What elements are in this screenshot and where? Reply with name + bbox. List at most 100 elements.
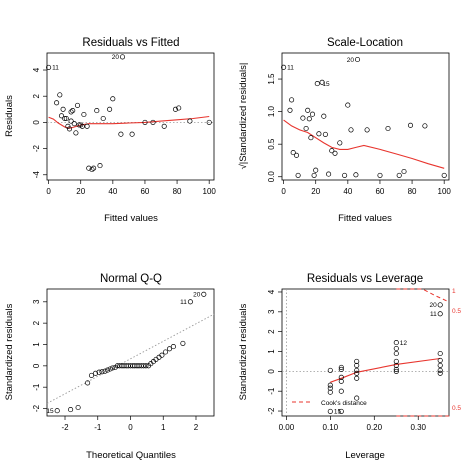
scale-loc-point bbox=[321, 113, 327, 119]
rvf-point bbox=[68, 118, 74, 124]
qq-point bbox=[109, 365, 116, 371]
leverage-point bbox=[354, 395, 360, 401]
rvf-point bbox=[129, 131, 135, 137]
rvf-point bbox=[91, 165, 97, 171]
leverage-annotation-11: 11 bbox=[430, 311, 437, 318]
residuals-vs-fitted-title: Residuals vs Fitted bbox=[82, 37, 179, 49]
normal-qq-ylabel: Standardized residuals bbox=[4, 303, 15, 400]
rvf-point bbox=[46, 64, 52, 70]
rvf-point bbox=[94, 108, 100, 114]
scale-loc-point bbox=[322, 131, 328, 137]
rvf-point bbox=[73, 130, 79, 136]
leverage-point bbox=[354, 367, 360, 373]
rvf-point bbox=[78, 122, 84, 128]
qq-point bbox=[180, 340, 186, 346]
rvf-annotation-11: 11 bbox=[52, 65, 59, 72]
normal-qq-panel: Normal Q-Q -2 -1 0 1 2 -2 -1 0 1 2 3 15 11 20 Theoret… bbox=[4, 273, 215, 461]
residuals-vs-fitted-ylabel: Residuals bbox=[4, 95, 15, 137]
scale-loc-point bbox=[364, 127, 370, 133]
residuals-vs-leverage-ylabel: Standardized residuals bbox=[238, 303, 249, 400]
scale-loc-point bbox=[295, 172, 301, 178]
leverage-point bbox=[437, 350, 443, 357]
leverage-cooks-upper-curve bbox=[396, 288, 450, 303]
leverage-smooth-line bbox=[330, 357, 441, 383]
leverage-xtick-label: 0.00 bbox=[279, 423, 295, 432]
qq-point bbox=[170, 344, 176, 350]
qq-point bbox=[166, 346, 173, 352]
residuals-vs-fitted-xlabel: Fitted values bbox=[104, 213, 158, 224]
rvf-point bbox=[118, 131, 124, 137]
rvf-point bbox=[84, 123, 90, 129]
leverage-cooks-label-0: 1 bbox=[452, 288, 456, 295]
leverage-ytick-label: 3 bbox=[267, 309, 276, 314]
scale-loc-point bbox=[348, 127, 354, 133]
qq-xtick-label: -1 bbox=[94, 423, 102, 432]
residuals-vs-leverage-title: Residuals vs Leverage bbox=[307, 273, 423, 285]
rvf-xtick-label: 60 bbox=[140, 187, 149, 196]
rvf-point bbox=[89, 166, 95, 173]
residuals-vs-leverage-panel: Residuals vs Leverage 1 0.5 0.5 0.00 0.10 0.2… bbox=[238, 273, 461, 461]
scale-loc-xtick-label: 0 bbox=[281, 187, 286, 196]
cooks-distance-legend: Cook's distance bbox=[292, 400, 367, 407]
qq-annotation-15: 15 bbox=[46, 408, 54, 415]
qq-point bbox=[201, 291, 207, 297]
qq-point bbox=[68, 407, 74, 413]
rvf-point bbox=[100, 115, 106, 122]
scale-loc-point bbox=[293, 152, 300, 158]
scale-location-frame bbox=[281, 52, 450, 181]
scale-loc-point bbox=[422, 123, 428, 129]
scale-location-title: Scale-Location bbox=[327, 37, 403, 49]
normal-qq-xlabel: Theoretical Quantiles bbox=[86, 450, 176, 461]
rvf-point bbox=[54, 100, 60, 106]
leverage-point bbox=[338, 408, 344, 414]
leverage-annotation-12: 12 bbox=[400, 340, 408, 347]
scale-loc-annotation-15: 15 bbox=[322, 81, 330, 88]
scale-loc-point bbox=[342, 172, 348, 178]
qq-point bbox=[99, 369, 105, 375]
scale-loc-ytick-label: 1.0 bbox=[267, 106, 276, 118]
qq-point bbox=[54, 408, 60, 414]
leverage-point bbox=[327, 385, 333, 391]
leverage-point bbox=[393, 345, 399, 352]
rvf-point bbox=[76, 122, 82, 128]
scale-loc-point bbox=[300, 115, 306, 121]
qq-point bbox=[85, 380, 91, 386]
scale-loc-point bbox=[329, 148, 335, 154]
leverage-point bbox=[437, 357, 443, 363]
rvf-xtick-label: 100 bbox=[203, 187, 217, 196]
scale-loc-point bbox=[319, 79, 325, 85]
normal-qq-title: Normal Q-Q bbox=[100, 273, 162, 285]
rvf-point bbox=[142, 119, 148, 125]
scale-loc-point bbox=[316, 131, 322, 137]
rvf-point bbox=[63, 115, 69, 122]
qq-ytick-label: -1 bbox=[32, 383, 41, 391]
rvf-point bbox=[65, 123, 71, 129]
normal-qq-frame bbox=[46, 288, 215, 417]
leverage-ytick-label: -1 bbox=[267, 387, 276, 395]
leverage-ytick-label: 4 bbox=[267, 289, 276, 294]
rvf-annotation-20: 20 bbox=[112, 54, 120, 61]
leverage-point bbox=[327, 408, 333, 414]
rvf-ytick-label: -2 bbox=[32, 144, 41, 152]
residuals-vs-fitted-frame bbox=[46, 52, 215, 181]
leverage-point bbox=[393, 366, 399, 372]
qq-ytick-label: 1 bbox=[32, 342, 41, 347]
leverage-point bbox=[393, 340, 399, 346]
scale-loc-point bbox=[385, 125, 391, 132]
rvf-point bbox=[187, 118, 193, 124]
scale-loc-xtick-label: 80 bbox=[408, 187, 417, 196]
rvf-point bbox=[66, 126, 73, 132]
leverage-point bbox=[354, 375, 360, 381]
rvf-smooth-line bbox=[48, 115, 210, 129]
scale-loc-point bbox=[353, 172, 359, 178]
scale-loc-point bbox=[332, 150, 338, 156]
leverage-point bbox=[354, 370, 360, 376]
qq-point bbox=[75, 404, 81, 411]
scale-loc-point bbox=[313, 167, 319, 173]
scale-loc-point bbox=[407, 122, 414, 128]
scale-loc-point bbox=[305, 107, 311, 113]
rvf-point bbox=[176, 105, 182, 111]
scale-loc-point bbox=[314, 81, 320, 87]
scale-loc-point bbox=[377, 172, 383, 178]
